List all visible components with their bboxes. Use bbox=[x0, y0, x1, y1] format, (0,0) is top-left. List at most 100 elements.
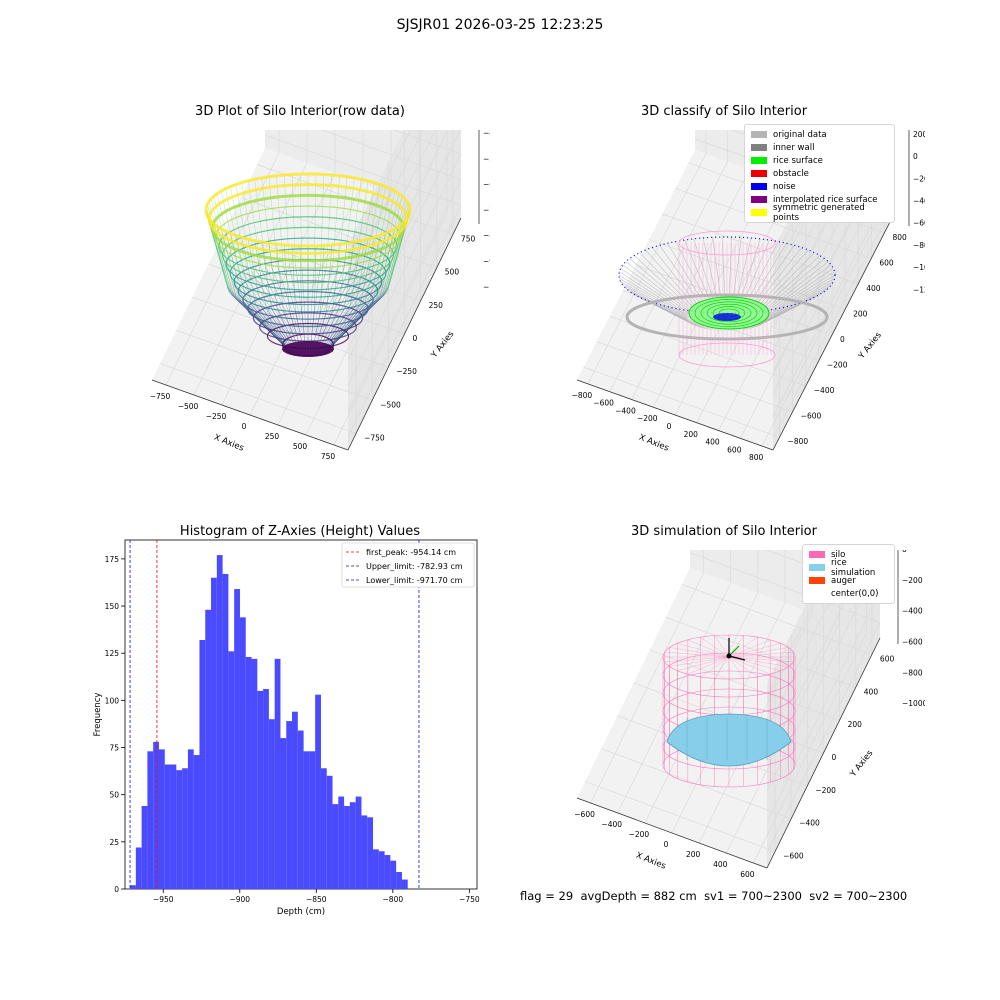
raw-data-point bbox=[282, 341, 334, 357]
grid-line bbox=[662, 213, 859, 285]
y-axis-line bbox=[347, 217, 462, 451]
silo-wireframe bbox=[677, 643, 730, 658]
x-tick-label: −800 bbox=[572, 391, 593, 400]
legend-item-original-data: original data bbox=[751, 128, 888, 141]
legend-swatch bbox=[809, 564, 825, 571]
x-tick-label: 600 bbox=[740, 870, 755, 879]
z-tick-label: −200 bbox=[902, 576, 923, 585]
x-tick-label: −800 bbox=[383, 895, 404, 904]
simulation-legend: silo rice simulation auger center(0,0) bbox=[802, 544, 895, 604]
z-tick-label: −700 bbox=[483, 206, 490, 215]
y-tick-label: 0 bbox=[832, 753, 837, 762]
sv2-text: sv2 = 700~2300 bbox=[809, 889, 908, 903]
raw-data-point bbox=[325, 273, 374, 339]
z-tick-label: −800 bbox=[483, 231, 490, 240]
x-tick-label: −850 bbox=[306, 895, 327, 904]
raw-data-point bbox=[241, 237, 257, 306]
legend-label: Lower_limit: -971.70 cm bbox=[366, 576, 463, 585]
center-marker bbox=[726, 653, 732, 659]
raw-data-point bbox=[229, 248, 387, 298]
silo-wireframe bbox=[728, 637, 758, 658]
y-tick-label: 500 bbox=[445, 268, 460, 277]
original-data-point bbox=[629, 258, 692, 312]
silo-wireframe bbox=[728, 643, 781, 658]
raw-data-point bbox=[332, 244, 340, 310]
grid-line bbox=[347, 130, 449, 335]
y-tick-label: 600 bbox=[879, 258, 894, 267]
grid-line bbox=[347, 130, 424, 284]
silo-wireframe bbox=[728, 656, 781, 671]
y-axis-label: Y Axies bbox=[429, 329, 457, 361]
raw-data-point bbox=[247, 290, 369, 328]
grid-line bbox=[681, 584, 873, 655]
histogram-bar bbox=[257, 690, 264, 889]
legend-item-inner-wall: inner wall bbox=[751, 141, 888, 154]
legend-label: inner wall bbox=[773, 142, 815, 153]
x-tick-label: −200 bbox=[629, 830, 650, 839]
z-tick-label: 0 bbox=[902, 550, 907, 554]
raw-data-point bbox=[227, 289, 286, 347]
z-tick-label: −1000 bbox=[483, 282, 490, 291]
original-data-point bbox=[728, 237, 733, 304]
x-tick-label: 400 bbox=[705, 438, 720, 447]
raw-data-point bbox=[204, 172, 412, 248]
original-data-point bbox=[764, 261, 829, 313]
raw-data-point bbox=[364, 184, 381, 272]
legend-swatch bbox=[809, 590, 825, 597]
legend-label: first_peak: -954.14 cm bbox=[366, 548, 456, 557]
histogram-bar bbox=[315, 694, 321, 889]
histogram-bar bbox=[280, 738, 287, 889]
y-tick-label: 0 bbox=[114, 885, 119, 894]
histogram-bar bbox=[222, 573, 229, 889]
histogram-bar bbox=[158, 749, 165, 889]
legend-swatch bbox=[751, 170, 767, 177]
x-tick-label: 750 bbox=[321, 452, 336, 460]
noise-point bbox=[618, 236, 836, 314]
histogram-legend bbox=[341, 542, 475, 588]
noise-point bbox=[713, 313, 741, 321]
original-data-point bbox=[765, 264, 832, 314]
histogram-bar bbox=[344, 805, 350, 889]
grid-line bbox=[689, 552, 881, 853]
legend-swatch bbox=[751, 209, 767, 216]
silo-wireframe bbox=[700, 637, 730, 658]
histogram-bar bbox=[216, 555, 223, 889]
raw-data-point bbox=[359, 237, 375, 306]
grid-line bbox=[601, 748, 792, 820]
x-tick-label: −400 bbox=[615, 406, 636, 415]
histogram-bar bbox=[338, 796, 345, 889]
y-tick-label: 250 bbox=[429, 301, 444, 310]
histogram-bar bbox=[401, 879, 408, 889]
y-tick-label: 600 bbox=[880, 654, 895, 663]
grid-line bbox=[766, 550, 856, 730]
raw-data-point bbox=[301, 264, 307, 335]
raw-data-point bbox=[242, 273, 291, 339]
flag-text: flag = 29 bbox=[520, 889, 574, 903]
sv1-text: sv1 = 700~2300 bbox=[704, 889, 802, 903]
histogram-bar bbox=[193, 755, 200, 889]
legend-swatch bbox=[809, 551, 825, 558]
histogram-bar bbox=[378, 851, 385, 889]
z-tick-label: −900 bbox=[483, 257, 490, 266]
rice-surface-point bbox=[694, 299, 764, 327]
figure-title: SJSJR01 2026-03-25 12:23:25 bbox=[396, 17, 604, 33]
z-tick-label: −1000 bbox=[902, 699, 925, 708]
histogram-plot: −950 −900 −850 −800 −750 0 25 50 75 100 125 150 175 D… bbox=[93, 539, 480, 917]
z-tick-label: −400 bbox=[913, 197, 925, 206]
silo-wireframe bbox=[664, 656, 730, 663]
raw-data-point bbox=[338, 243, 348, 310]
histogram-bar bbox=[199, 639, 206, 889]
x-tick-label: −400 bbox=[601, 820, 622, 829]
legend-label: noise bbox=[773, 181, 796, 192]
legend-item-symmetric: symmetric generated points bbox=[751, 203, 888, 223]
raw-data-point bbox=[230, 186, 248, 273]
y-tick-label: 200 bbox=[848, 720, 863, 729]
plot4-title: 3D simulation of Silo Interior bbox=[631, 524, 817, 539]
y-axis-line bbox=[766, 637, 881, 869]
silo-wireframe bbox=[728, 647, 789, 658]
rice-simulation-surface bbox=[666, 713, 792, 767]
x-tick-label: −750 bbox=[459, 895, 480, 904]
raw-data-point bbox=[247, 239, 262, 307]
histogram-bar bbox=[332, 804, 339, 889]
y-tick-label: 175 bbox=[105, 555, 120, 564]
